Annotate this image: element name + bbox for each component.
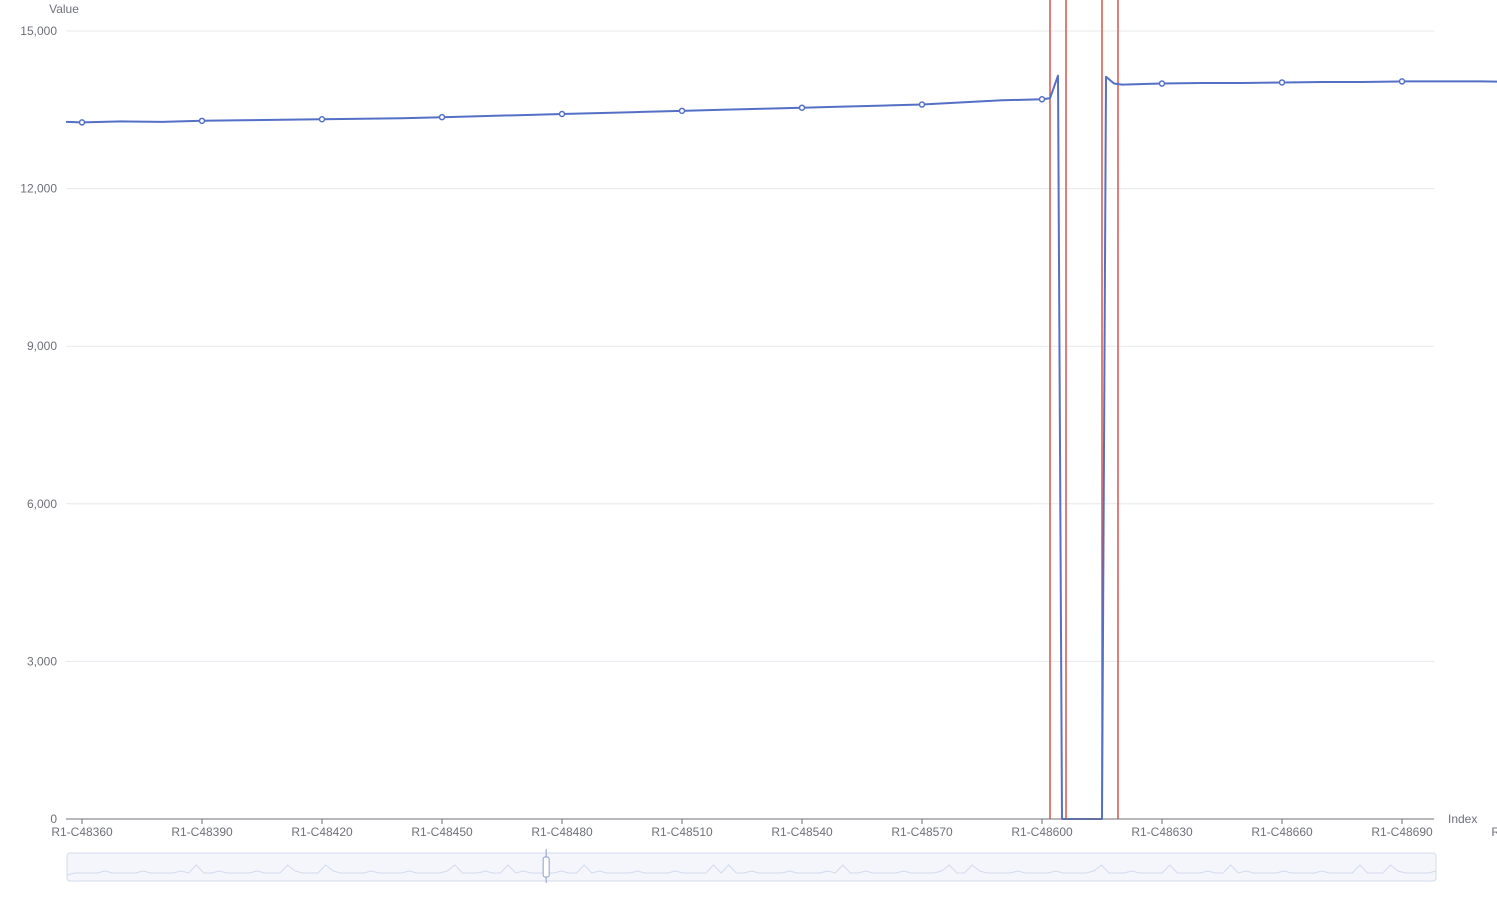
x-tick-label: R1-C48420 [291,825,353,839]
series-point [918,101,926,108]
series-point [1398,78,1406,85]
series-point [1038,96,1046,103]
series-point [318,116,326,123]
series-point [558,110,566,118]
x-tick-label: R1-C48390 [171,825,233,839]
series-point [678,107,686,115]
series-point [78,119,86,126]
grid-lines [66,30,1434,662]
x-axis-label: Index [1448,812,1477,826]
series-point [438,113,446,121]
y-axis-label: Value [49,2,79,16]
y-tick-label: 12,000 [20,182,57,196]
data-zoom-overview [66,864,1437,876]
x-tick-label: R1-C48540 [771,825,833,839]
x-tick-label: R1-C48570 [891,825,953,839]
series-point [198,117,206,125]
series-layer [65,74,1497,820]
x-tick-label: R1-C48600 [1011,825,1073,839]
series-point [798,104,806,111]
x-tick-label: R1-C48450 [411,825,473,839]
series-point [1158,80,1166,87]
axes: 0 3,000 6,000 9,000 12,000 15,000 Value R1-C483… [20,2,1497,839]
x-tick-label: R1-C48690 [1371,825,1433,839]
x-tick-label: R1-C48720 [1491,825,1497,839]
y-tick-label: 0 [50,812,57,826]
x-tick-label: R1-C48660 [1251,825,1313,839]
x-tick-label: R1-C48480 [531,825,593,839]
data-zoom-track[interactable] [66,852,1437,882]
data-zoom-handle[interactable] [542,856,550,878]
x-tick-label: R1-C48360 [51,825,113,839]
y-tick-label: 3,000 [27,654,57,668]
series-line [65,74,1497,820]
x-tick-label: R1-C48510 [651,825,713,839]
x-tick-label: R1-C48630 [1131,825,1193,839]
data-zoom-slider[interactable] [66,849,1437,883]
y-tick-label: 15,000 [20,24,57,38]
y-tick-label: 9,000 [27,339,57,353]
y-tick-label: 6,000 [27,497,57,511]
series-point [1278,79,1286,86]
